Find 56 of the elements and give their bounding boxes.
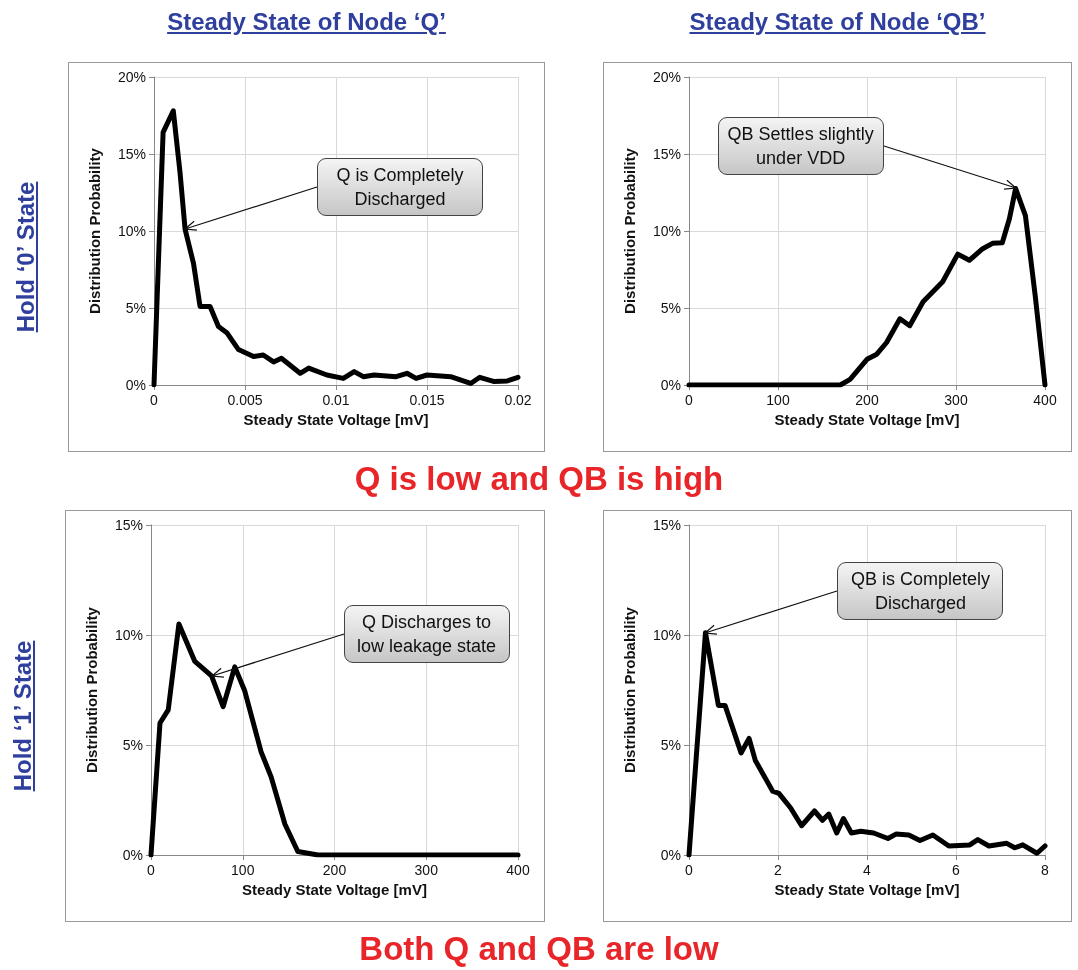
x-tick-label: 400 [1033,392,1057,408]
text: Both Q and QB are low [358,930,720,968]
y-axis-title: Distribution Probability [83,606,100,773]
y-axis-title: Distribution Probability [621,606,638,773]
y-tick-label: 5% [660,737,681,753]
x-axis-title: Steady State Voltage [mV] [774,410,960,428]
x-tick-label: 400 [506,862,530,878]
y-tick-label: 10% [652,627,681,643]
annotation: Q is Completely Discharged [317,158,484,217]
y-axis-title: Distribution Probability [86,147,103,314]
x-tick-label: 6 [952,862,961,878]
y-tick-label: 10% [114,627,143,643]
chart-title: Steady State of Node ‘QB’ [688,8,987,36]
chart-title: Steady State of Node ‘Q’ [166,8,447,36]
y-tick-label: 20% [652,69,681,85]
y-tick-label: 5% [660,300,681,316]
x-tick-label: 0.01 [322,392,350,408]
x-tick-label: 200 [855,392,879,408]
y-tick-label: 5% [125,300,146,316]
x-tick-label: 200 [322,862,347,878]
y-tick-label: 5% [122,737,143,753]
y-axis-title: Distribution Probability [621,147,638,314]
x-axis-title: Steady State Voltage [mV] [242,880,427,898]
x-tick-label: 0.02 [504,392,532,408]
y-tick-label: 0% [660,847,681,863]
y-tick-label: 0% [125,377,146,393]
x-tick-label: 100 [766,392,790,408]
annotation: QB is Completely Discharged [837,561,1004,620]
x-tick-label: 100 [231,862,255,878]
x-tick-label: 0.015 [409,392,445,408]
annotation: Q Discharges to low leakage state [343,604,510,663]
x-tick-label: 0 [150,392,159,408]
y-tick-label: 10% [117,223,146,239]
x-tick-label: 0 [685,392,694,408]
text: Hold ‘1’ State [9,640,37,792]
x-tick-label: 4 [863,862,872,878]
x-tick-label: 300 [944,392,968,408]
y-tick-label: 0% [660,377,681,393]
y-tick-label: 15% [114,517,143,533]
text: Q is low and QB is high [353,460,725,498]
y-tick-label: 15% [652,146,681,162]
x-axis-title: Steady State Voltage [mV] [243,410,429,428]
x-axis-title: Steady State Voltage [mV] [774,880,960,898]
x-tick-label: 8 [1041,862,1050,878]
y-tick-label: 10% [652,223,681,239]
annotation: QB Settles slightly under VDD [717,117,884,176]
y-tick-label: 15% [117,146,146,162]
y-tick-label: 0% [122,847,143,863]
x-tick-label: 0 [685,862,694,878]
x-tick-label: 0 [147,862,156,878]
x-tick-label: 2 [774,862,783,878]
x-tick-label: 0.005 [227,392,263,408]
x-tick-label: 300 [414,862,439,878]
y-tick-label: 15% [652,517,681,533]
y-tick-label: 20% [117,69,146,85]
text: Hold ‘0’ State [12,181,40,333]
